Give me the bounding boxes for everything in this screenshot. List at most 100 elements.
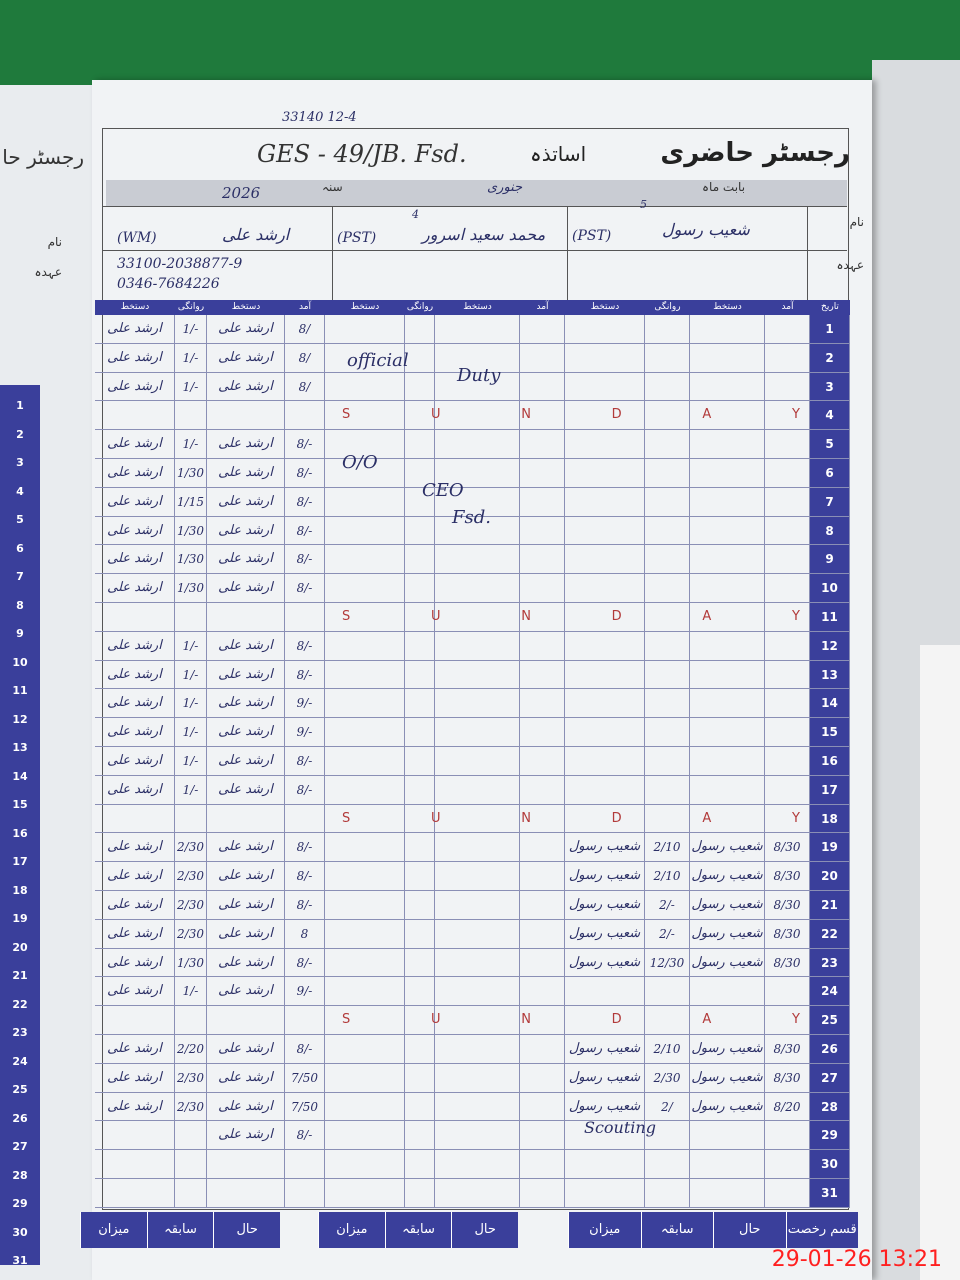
t3-signature-cell [565, 1121, 645, 1151]
t3-signature-cell [565, 430, 645, 459]
left-day-number: 30 [12, 1225, 28, 1239]
t3-arrival-cell [765, 1006, 810, 1035]
footer-previous: سابقہ [640, 1212, 714, 1248]
t2-departure-cell [405, 689, 435, 719]
t2-signature-cell [435, 1179, 520, 1208]
sunday-letter: U [430, 407, 443, 423]
day-number: 5 [810, 430, 850, 459]
t2-departure-cell [405, 1035, 435, 1064]
teacher-1-designation: (WM) [117, 230, 157, 246]
day-number: 19 [810, 833, 850, 863]
t3-signature-cell: شعیب رسول [565, 1063, 645, 1093]
t2-arrival-cell [520, 430, 565, 459]
t3-departure-cell [645, 689, 690, 719]
footer-previous: سابقہ [146, 1212, 214, 1248]
t2-signature-cell [435, 948, 520, 978]
t1-departure-cell: 2/30 [175, 919, 207, 949]
t3-departure-cell [645, 804, 690, 834]
t3-arrival-cell [765, 372, 810, 402]
t2-signature-cell [325, 401, 405, 431]
sunday-letter: S [342, 407, 353, 423]
t3-signature-cell [565, 977, 645, 1007]
t2-departure-cell [405, 516, 435, 546]
left-date-strip: 1 2 3 4 5 6 7 8 9 10 11 12 13 14 15 16 17 18 19 20 21 22 23 24 2… [0, 385, 40, 1267]
t2-signature-cell [435, 718, 520, 747]
t2-arrival-cell [520, 660, 565, 690]
column-header-departure: روانگی [405, 300, 436, 315]
t1-arrival-cell: 8/- [285, 891, 325, 920]
t1-signature-cell: ارشد علی [95, 574, 175, 603]
t1-arrival-cell: 8/- [285, 574, 325, 603]
t3-arrival-cell [765, 689, 810, 719]
t2-arrival-cell [520, 487, 565, 517]
left-day-number: 8 [16, 598, 24, 612]
t1-signature-cell: ارشد علی [95, 977, 175, 1007]
t1-signature-cell [207, 401, 285, 431]
t1-departure-cell: 1/- [175, 747, 207, 776]
t3-arrival-cell [765, 401, 810, 431]
t2-arrival-cell [520, 545, 565, 575]
t2-arrival-cell [520, 919, 565, 949]
t2-departure-cell [405, 603, 435, 632]
t3-signature-cell [565, 574, 645, 603]
t1-arrival-cell: 8/- [285, 948, 325, 978]
sunday-letter: A [702, 810, 714, 826]
t2-signature-cell [435, 1063, 520, 1093]
t3-departure-cell: 2/ [645, 1092, 690, 1122]
t1-departure-cell: 1/- [175, 977, 207, 1007]
t3-departure-cell [645, 631, 690, 661]
t1-signature-cell: ارشد علی [207, 545, 285, 575]
t2-departure-cell [405, 487, 435, 517]
day-number: 25 [810, 1006, 850, 1035]
month-bar [106, 180, 847, 206]
t1-departure-cell: 1/- [175, 343, 207, 373]
t3-departure-cell [645, 977, 690, 1007]
sunday-letter: D [611, 810, 624, 826]
footer-total: میزان [80, 1212, 147, 1248]
t3-arrival-cell [765, 574, 810, 603]
t3-signature-cell: شعیب رسول [565, 833, 645, 863]
teacher-2-name: محمد سعید اسرور [422, 225, 546, 244]
t2-arrival-cell [520, 459, 565, 488]
left-day-number: 11 [12, 684, 28, 697]
t1-arrival-cell [285, 1150, 325, 1179]
t2-departure-cell [405, 401, 435, 431]
day-number: 4 [810, 401, 850, 431]
t2-signature-cell [325, 747, 405, 776]
t2-signature-cell [325, 516, 405, 546]
t2-signature-cell [325, 545, 405, 575]
t3-departure-cell [645, 574, 690, 603]
t3-signature-cell [690, 545, 765, 575]
t2-signature-cell [435, 919, 520, 949]
t1-signature-cell: ارشد علی [207, 833, 285, 863]
t3-signature-cell [690, 775, 765, 805]
column-header-arrival: آمد [765, 300, 811, 315]
t2-arrival-cell [520, 401, 565, 431]
t2-departure-cell [405, 315, 435, 344]
t1-arrival-cell: 8/- [285, 775, 325, 805]
t2-signature-cell [435, 862, 520, 891]
t1-signature-cell: ارشد علی [95, 459, 175, 488]
t2-signature-cell [435, 459, 520, 488]
day-number: 9 [810, 545, 850, 575]
note-fsd: Fsd. [452, 507, 491, 528]
t3-departure-cell [645, 459, 690, 488]
t1-signature-cell [95, 401, 175, 431]
t2-signature-cell [435, 372, 520, 402]
t2-signature-cell [325, 1006, 405, 1035]
t1-arrival-cell: 8/- [285, 833, 325, 863]
t1-departure-cell: 1/- [175, 718, 207, 747]
sunday-letter: D [611, 1012, 624, 1028]
column-header-departure: روانگی [645, 300, 691, 315]
t1-signature-cell: ارشد علی [207, 660, 285, 690]
t1-signature-cell: ارشد علی [95, 948, 175, 978]
t3-arrival-cell [765, 603, 810, 632]
t3-departure-cell [645, 603, 690, 632]
t3-departure-cell: 2/10 [645, 833, 690, 863]
day-number: 2 [810, 343, 850, 373]
t3-signature-cell [565, 487, 645, 517]
t2-departure-cell [405, 747, 435, 776]
t2-signature-cell [435, 804, 520, 834]
t3-arrival-cell [765, 430, 810, 459]
